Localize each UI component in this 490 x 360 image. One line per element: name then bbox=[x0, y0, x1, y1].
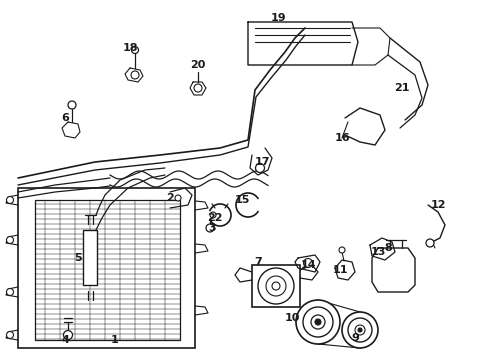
Circle shape bbox=[6, 332, 14, 338]
Circle shape bbox=[303, 258, 313, 267]
Text: 6: 6 bbox=[61, 113, 69, 123]
Circle shape bbox=[311, 315, 325, 329]
Text: 8: 8 bbox=[384, 243, 392, 253]
Text: 20: 20 bbox=[190, 60, 206, 70]
Circle shape bbox=[342, 312, 378, 348]
Circle shape bbox=[206, 224, 214, 232]
Circle shape bbox=[6, 288, 14, 296]
Bar bbox=[83, 230, 97, 285]
Circle shape bbox=[303, 307, 333, 337]
Text: 12: 12 bbox=[430, 200, 446, 210]
Circle shape bbox=[272, 282, 280, 290]
Circle shape bbox=[296, 300, 340, 344]
Circle shape bbox=[194, 84, 202, 92]
Circle shape bbox=[175, 195, 181, 201]
Text: 7: 7 bbox=[254, 257, 262, 267]
Text: 16: 16 bbox=[334, 133, 350, 143]
Text: 11: 11 bbox=[332, 265, 348, 275]
Circle shape bbox=[258, 268, 294, 304]
Text: 10: 10 bbox=[284, 313, 300, 323]
Bar bbox=[252, 265, 300, 307]
Circle shape bbox=[315, 319, 321, 325]
Text: 17: 17 bbox=[254, 157, 270, 167]
Circle shape bbox=[210, 212, 216, 218]
Text: 14: 14 bbox=[300, 260, 316, 270]
Text: 3: 3 bbox=[208, 223, 216, 233]
Circle shape bbox=[6, 237, 14, 243]
Text: 9: 9 bbox=[351, 333, 359, 343]
Text: 19: 19 bbox=[270, 13, 286, 23]
Text: 22: 22 bbox=[207, 213, 223, 223]
Circle shape bbox=[6, 197, 14, 203]
Text: 15: 15 bbox=[234, 195, 250, 205]
Circle shape bbox=[348, 318, 372, 342]
Text: 13: 13 bbox=[370, 247, 386, 257]
Circle shape bbox=[131, 71, 139, 79]
Text: 1: 1 bbox=[111, 335, 119, 345]
Circle shape bbox=[358, 328, 362, 332]
Bar bbox=[35, 200, 180, 340]
Circle shape bbox=[255, 163, 265, 172]
Circle shape bbox=[426, 239, 434, 247]
Circle shape bbox=[64, 330, 73, 339]
Circle shape bbox=[266, 276, 286, 296]
Text: 2: 2 bbox=[166, 193, 174, 203]
Circle shape bbox=[68, 101, 76, 109]
Circle shape bbox=[355, 325, 365, 335]
Circle shape bbox=[131, 46, 139, 54]
Circle shape bbox=[339, 247, 345, 253]
Text: 4: 4 bbox=[61, 335, 69, 345]
Text: 5: 5 bbox=[74, 253, 82, 263]
Text: 18: 18 bbox=[122, 43, 138, 53]
Bar bbox=[18, 188, 195, 348]
Text: 21: 21 bbox=[394, 83, 410, 93]
